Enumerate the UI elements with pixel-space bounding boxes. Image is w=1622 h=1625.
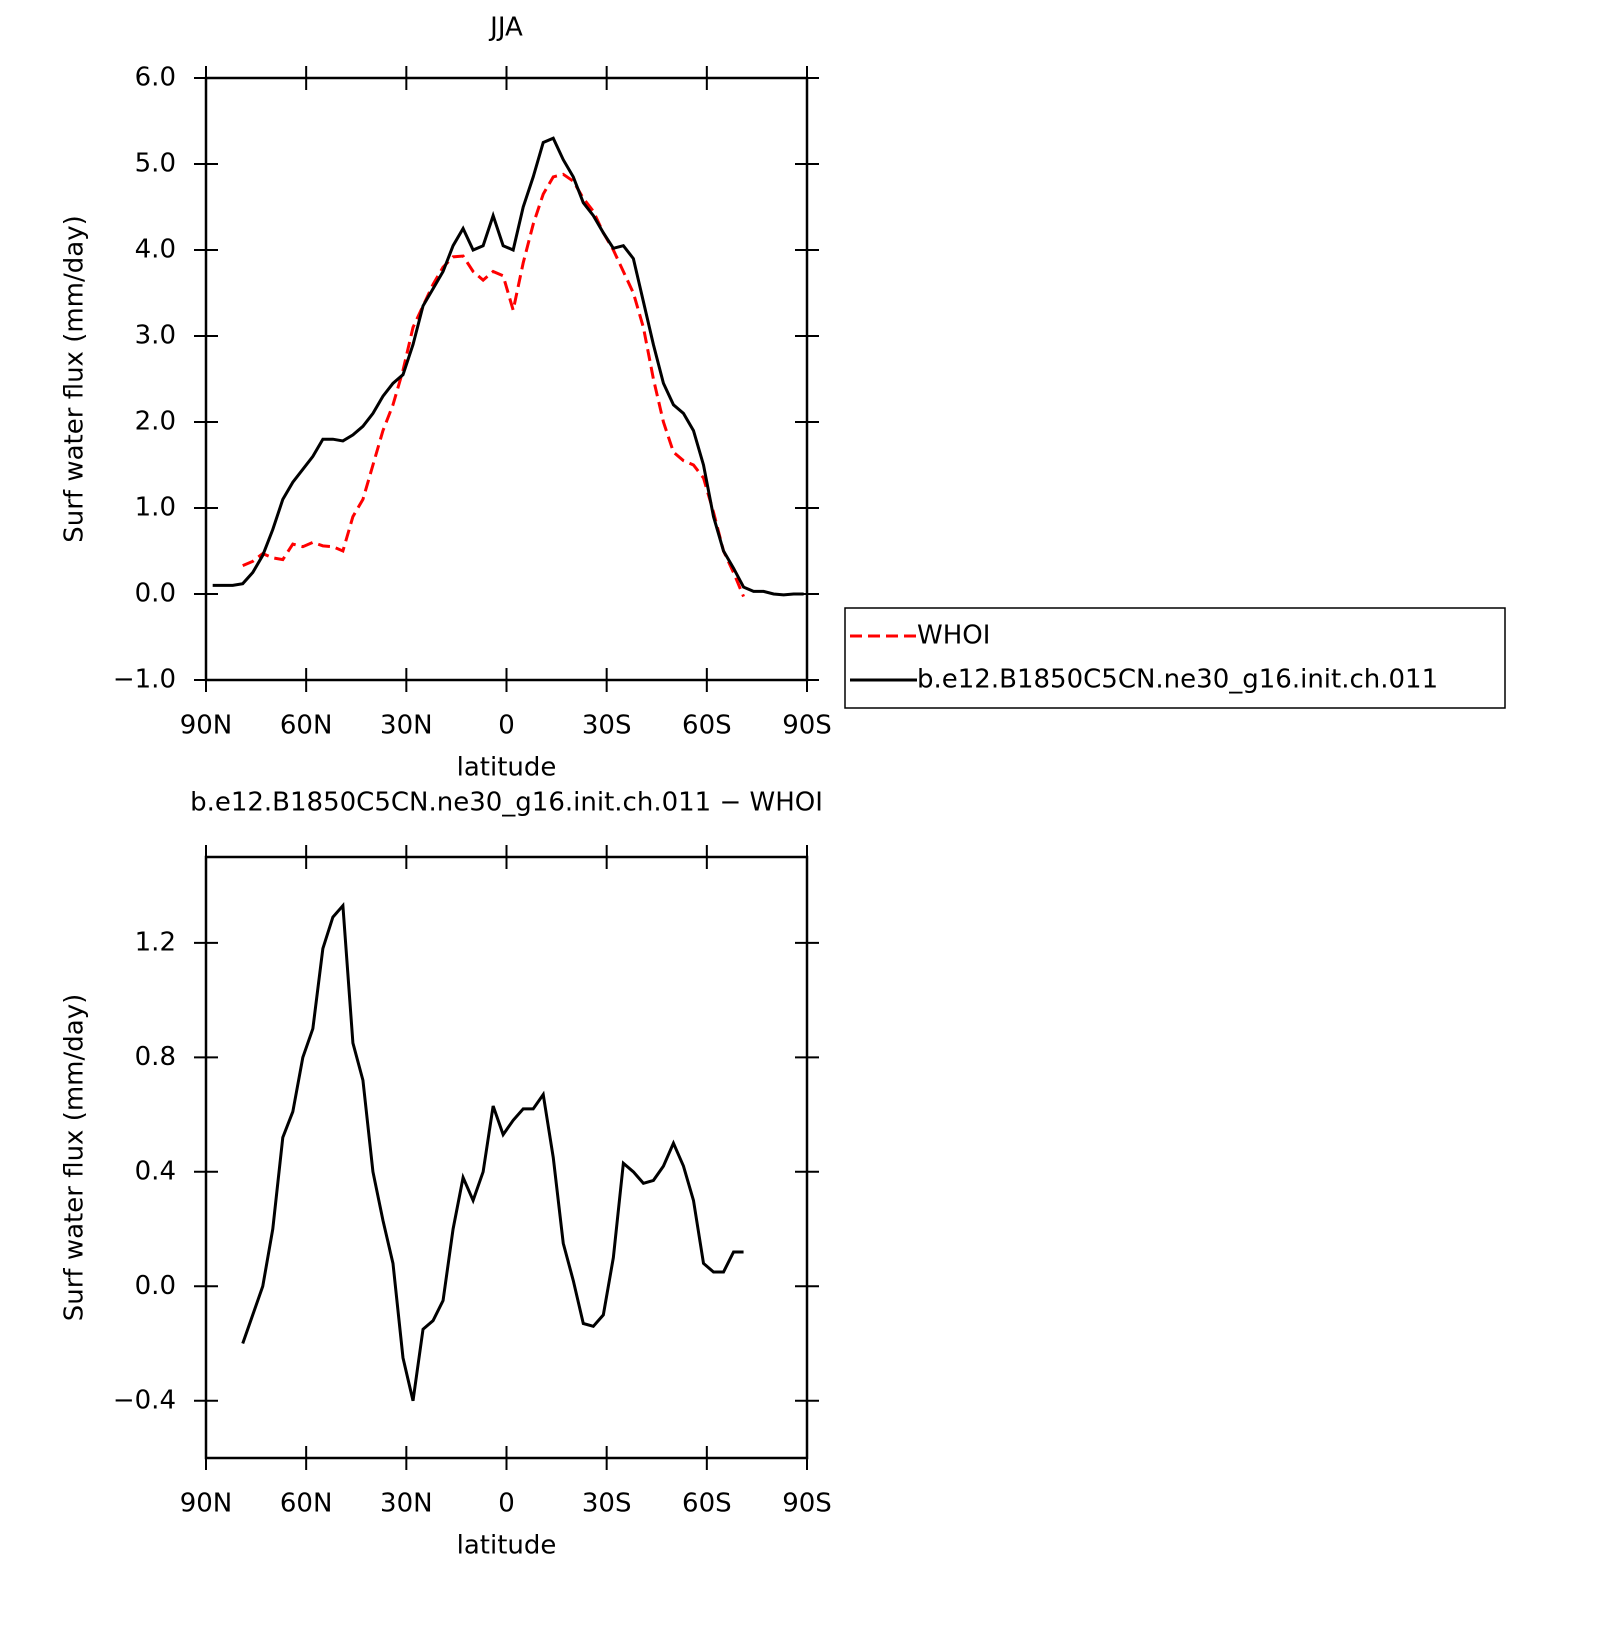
chart-title: b.e12.B1850C5CN.ne30_g16.init.ch.011 − W… [190,788,823,818]
legend-box [844,607,1506,709]
legend-label: WHOI [917,621,990,651]
data-line [241,901,744,1402]
x-tick-label: 30N [380,1489,433,1519]
x-tick-label: 30S [582,1489,632,1519]
x-tick-label: 90N [180,711,233,741]
y-tick-label: 2.0 [135,407,176,437]
y-tick-label: 3.0 [135,321,176,351]
x-axis-label: latitude [457,753,557,783]
y-tick-label: 4.0 [135,235,176,265]
y-axis-label: Surf water flux (mm/day) [60,994,90,1321]
y-tick-label: 0.0 [135,579,176,609]
x-tick-label: 90N [180,1489,233,1519]
x-tick-label: 30N [380,711,433,741]
plot-frame [204,76,809,682]
y-tick-label: 1.2 [135,927,176,957]
y-tick-label: 1.0 [135,493,176,523]
y-tick-label: 0.4 [135,1156,176,1186]
y-tick-label: 6.0 [135,63,176,93]
data-line [242,172,745,598]
x-tick-label: 60N [280,1489,333,1519]
x-tick-label: 60N [280,711,333,741]
x-tick-label: 90S [782,711,832,741]
y-tick-label: 0.0 [135,1271,176,1301]
y-tick-label: 5.0 [135,149,176,179]
x-tick-label: 0 [498,1489,515,1519]
x-tick-label: 60S [682,1489,732,1519]
chart-title: JJA [488,13,523,43]
y-tick-label: −0.4 [113,1385,176,1415]
plot-frame [204,855,809,1460]
y-axis-label: Surf water flux (mm/day) [60,215,90,542]
y-tick-label: −1.0 [113,665,176,695]
x-tick-label: 0 [498,711,515,741]
x-tick-label: 60S [682,711,732,741]
data-line [212,136,804,597]
y-tick-label: 0.8 [135,1042,176,1072]
x-tick-label: 30S [582,711,632,741]
x-axis-label: latitude [457,1531,557,1561]
legend-label: b.e12.B1850C5CN.ne30_g16.init.ch.011 [917,665,1438,695]
x-tick-label: 90S [782,1489,832,1519]
